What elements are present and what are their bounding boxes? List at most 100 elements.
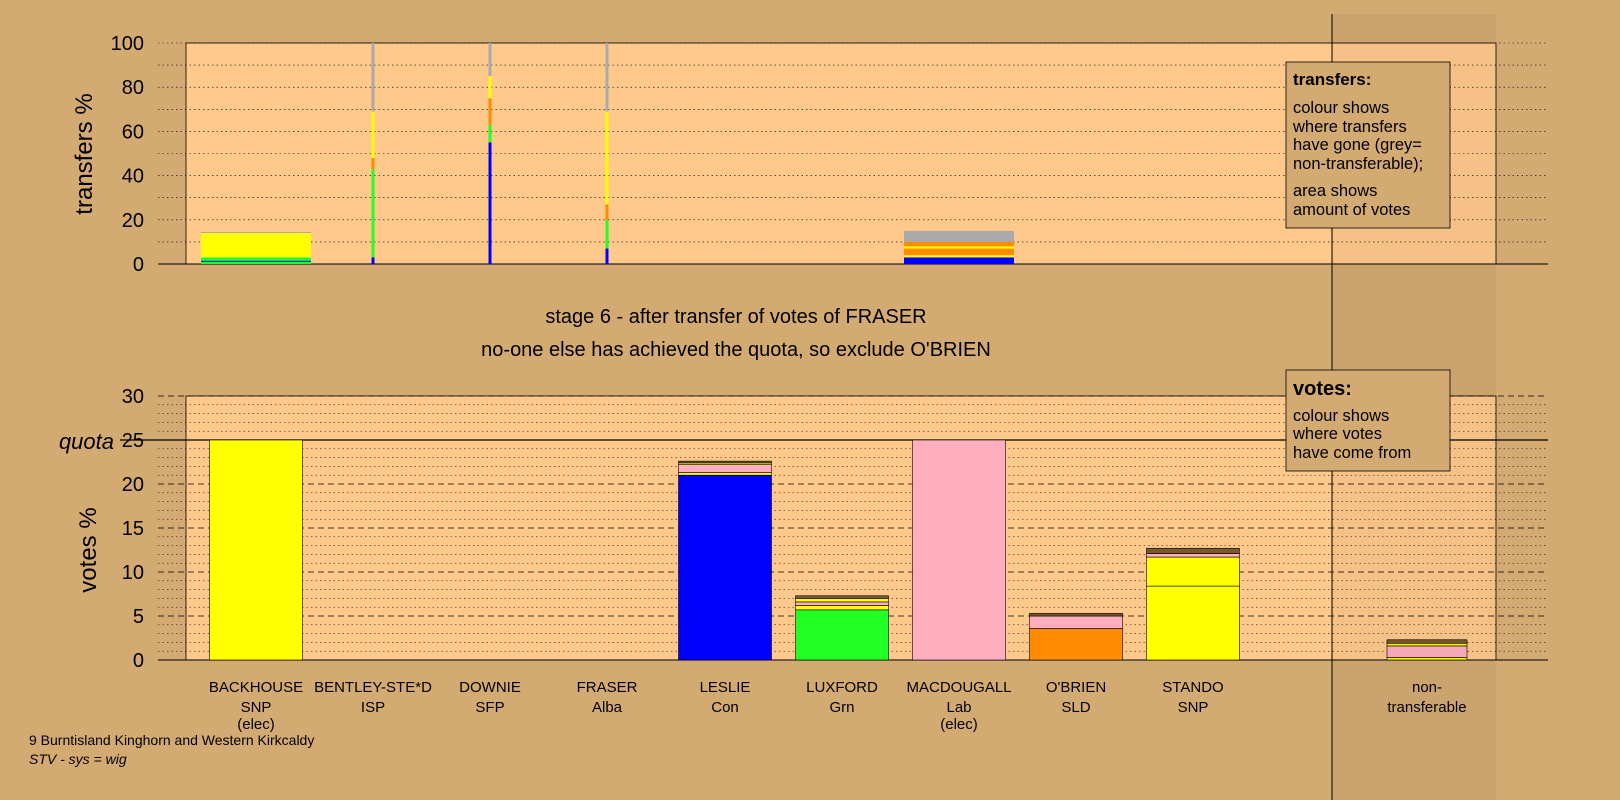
votes-tick-label: 30 bbox=[122, 386, 144, 408]
votes-tick-label: 15 bbox=[122, 518, 144, 540]
votes-y-ticks: 0 5 10 15 20 25 30 bbox=[122, 386, 144, 672]
candidate-label: (elec) bbox=[237, 716, 275, 733]
legend-transfers-line: area shows bbox=[1293, 182, 1377, 200]
transfer-segment bbox=[488, 98, 492, 125]
transfer-segment bbox=[371, 111, 375, 158]
transfers-tick-label: 20 bbox=[122, 210, 144, 232]
transfer-segment bbox=[605, 43, 609, 112]
count-system: STV - sys = wig bbox=[29, 751, 127, 767]
transfer-segment bbox=[201, 233, 311, 258]
legend-transfers-line: have gone (grey= bbox=[1293, 136, 1422, 154]
transfers-tick-label: 60 bbox=[122, 121, 144, 143]
transfers-axis-label: transfers % bbox=[71, 93, 98, 214]
legend-transfers-line: colour shows bbox=[1293, 99, 1389, 117]
candidate-label: LUXFORD bbox=[806, 679, 878, 696]
legend-votes-box bbox=[1285, 369, 1451, 472]
legend-votes-line: colour shows bbox=[1293, 407, 1389, 425]
votes-tick-label: 0 bbox=[133, 650, 144, 672]
transfers-grid bbox=[158, 42, 1548, 265]
vote-segment bbox=[1146, 556, 1240, 587]
transfer-segment bbox=[201, 261, 311, 264]
legend-transfers-line: where transfers bbox=[1292, 118, 1407, 136]
transfers-tick-label: 40 bbox=[122, 166, 144, 188]
transfer-segment bbox=[488, 43, 492, 77]
legend-transfers: transfers: colour shows where transfers … bbox=[1285, 61, 1451, 229]
candidate-label: STANDO bbox=[1162, 679, 1223, 696]
legend-votes-line: have come from bbox=[1293, 444, 1411, 462]
transfer-segment bbox=[605, 111, 609, 205]
legend-votes: votes: colour shows where votes have com… bbox=[1285, 369, 1451, 472]
candidate-label: LESLIE bbox=[700, 679, 751, 696]
transfers-y-ticks: 0 20 40 60 80 100 bbox=[111, 33, 144, 276]
transfer-segment bbox=[904, 255, 1014, 258]
ward-name: 9 Burntisland Kinghorn and Western Kirkc… bbox=[29, 732, 314, 748]
transfer-segment bbox=[904, 257, 1014, 264]
vote-segment bbox=[1029, 613, 1123, 617]
votes-tick-label: 5 bbox=[133, 606, 144, 628]
candidate-label: FRASER bbox=[577, 679, 638, 696]
legend-transfers-line: non-transferable); bbox=[1293, 155, 1423, 173]
votes-bars bbox=[209, 439, 1468, 661]
candidate-label: Grn bbox=[829, 699, 854, 716]
vote-segment bbox=[795, 609, 889, 661]
legend-votes-title: votes: bbox=[1293, 378, 1352, 400]
candidate-label: O'BRIEN bbox=[1046, 679, 1106, 696]
candidate-label: BENTLEY-STE*D bbox=[314, 679, 432, 696]
vote-segment bbox=[678, 472, 772, 476]
transfer-segment bbox=[488, 124, 492, 143]
candidate-label: SNP bbox=[1178, 699, 1209, 716]
vote-segment bbox=[1029, 628, 1123, 661]
votes-axis-label: votes % bbox=[75, 507, 102, 592]
transfer-segment bbox=[605, 204, 609, 220]
transfers-tick-label: 100 bbox=[111, 33, 144, 55]
votes-tick-label: 10 bbox=[122, 562, 144, 584]
transfer-segment bbox=[605, 248, 609, 264]
transfers-bars bbox=[201, 43, 1014, 264]
transfer-segment bbox=[904, 248, 1014, 256]
transfer-segment bbox=[488, 142, 492, 264]
vote-segment bbox=[795, 605, 889, 611]
vote-segment bbox=[1146, 553, 1240, 558]
candidate-labels: BACKHOUSESNP(elec)BENTLEY-STE*DISPDOWNIE… bbox=[209, 679, 1467, 733]
transfer-segment bbox=[201, 260, 311, 262]
vote-segment bbox=[912, 439, 1006, 661]
vote-segment bbox=[678, 474, 772, 661]
transfer-segment bbox=[201, 257, 311, 261]
legend-votes-line: where votes bbox=[1292, 425, 1382, 443]
vote-segment bbox=[1386, 639, 1468, 644]
vote-segment bbox=[795, 601, 889, 606]
candidate-label: (elec) bbox=[940, 716, 978, 733]
votes-tick-label: 20 bbox=[122, 474, 144, 496]
transfer-segment bbox=[371, 43, 375, 112]
legend-transfers-line: amount of votes bbox=[1293, 201, 1410, 219]
candidate-label: Alba bbox=[592, 699, 623, 716]
vote-segment bbox=[1146, 547, 1240, 554]
candidate-label: Con bbox=[711, 699, 739, 716]
legend-transfers-box bbox=[1285, 61, 1451, 229]
candidate-label: Lab bbox=[946, 699, 971, 716]
transfer-segment bbox=[904, 230, 1014, 242]
vote-segment bbox=[1029, 615, 1123, 629]
vote-segment bbox=[678, 460, 772, 464]
vote-segment bbox=[209, 439, 303, 661]
candidate-label: non- bbox=[1412, 679, 1442, 696]
transfer-segment bbox=[904, 246, 1014, 249]
candidate-label: transferable bbox=[1387, 699, 1466, 716]
quota-label: quota bbox=[59, 429, 114, 454]
transfer-segment bbox=[488, 76, 492, 99]
stage-note: no-one else has achieved the quota, so e… bbox=[481, 339, 991, 361]
transfer-segment bbox=[371, 157, 375, 169]
transfers-panel: 0 20 40 60 80 100 transfers % bbox=[71, 33, 1548, 276]
candidate-label: DOWNIE bbox=[459, 679, 521, 696]
transfers-tick-label: 0 bbox=[133, 254, 144, 276]
transfers-tick-label: 80 bbox=[122, 77, 144, 99]
vote-segment bbox=[795, 595, 889, 599]
candidate-label: SLD bbox=[1061, 699, 1090, 716]
transfer-segment bbox=[371, 168, 375, 258]
votes-tick-label: 25 bbox=[122, 430, 144, 452]
candidate-label: ISP bbox=[361, 699, 385, 716]
candidate-label: SNP bbox=[241, 699, 272, 716]
transfer-segment bbox=[904, 241, 1014, 247]
